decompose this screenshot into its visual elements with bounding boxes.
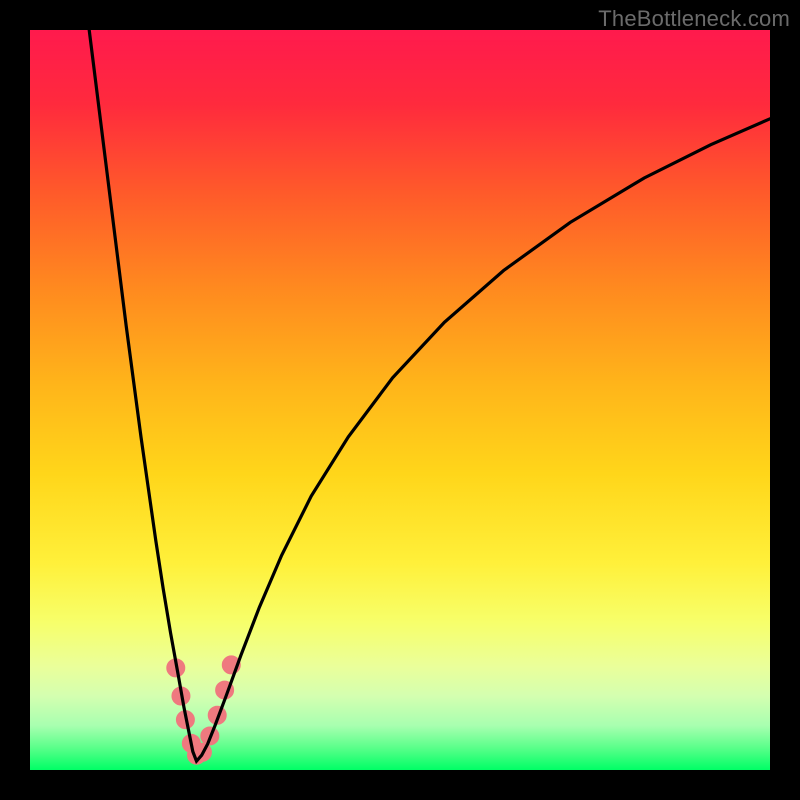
curve-layer <box>30 30 770 770</box>
main-curve <box>89 30 770 761</box>
plot-area <box>30 30 770 770</box>
chart-container: TheBottleneck.com <box>0 0 800 800</box>
watermark-text: TheBottleneck.com <box>598 6 790 32</box>
